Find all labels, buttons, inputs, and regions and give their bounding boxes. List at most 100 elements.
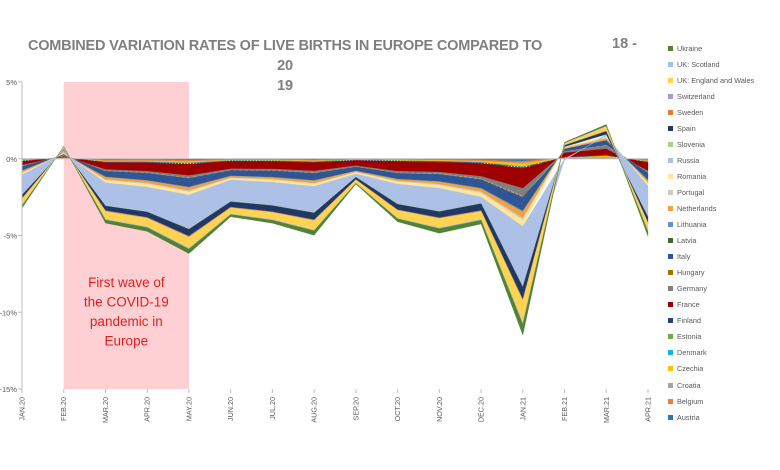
x-tick-label: JUL.20: [268, 397, 277, 420]
legend-label: UK: England and Wales: [677, 75, 755, 85]
legend-swatch: [668, 173, 673, 179]
legend-swatch: [668, 189, 673, 195]
legend-swatch: [668, 270, 673, 276]
legend-label: France: [677, 300, 700, 310]
legend-swatch: [668, 350, 673, 356]
legend-item: Slovenia: [668, 136, 778, 152]
legend-swatch: [668, 254, 673, 260]
x-tick-label: DEC.20: [477, 397, 486, 422]
legend-item: Belgium: [668, 393, 778, 409]
legend-item: UK: Scotland: [668, 56, 778, 72]
legend-label: Finland: [677, 316, 701, 326]
legend-swatch: [668, 302, 673, 308]
legend: Ukraine UK: Scotland UK: England and Wales…: [668, 40, 778, 425]
legend-swatch: [668, 77, 673, 83]
legend-label: Spain: [677, 123, 696, 133]
legend-label: Belgium: [677, 396, 704, 406]
x-tick-label: MAR.21: [602, 397, 611, 423]
legend-item: Croatia: [668, 377, 778, 393]
legend-label: Austria: [677, 412, 700, 422]
legend-item: Italy: [668, 249, 778, 265]
legend-label: Estonia: [677, 332, 702, 342]
legend-swatch: [668, 157, 673, 163]
x-tick-label: APR.21: [644, 397, 653, 422]
legend-label: Switzerland: [677, 91, 715, 101]
legend-item: Portugal: [668, 184, 778, 200]
legend-label: Hungary: [677, 268, 705, 278]
y-tick-label: -10%: [0, 308, 17, 317]
legend-item: Switzerland: [668, 88, 778, 104]
y-tick-label: 5%: [6, 78, 17, 87]
y-tick-label: -5%: [4, 232, 18, 241]
legend-label: Denmark: [677, 348, 707, 358]
legend-label: Germany: [677, 284, 708, 294]
y-tick-label: -15%: [0, 385, 17, 394]
legend-label: Russia: [677, 155, 700, 165]
axes-group: 5% 0% -5% -10% -15%JAN.20 FEB.20 MAR.20 APR.20 M…: [0, 78, 653, 423]
legend-label: Croatia: [677, 380, 701, 390]
legend-swatch: [668, 61, 673, 67]
legend-label: Ukraine: [677, 43, 703, 53]
x-tick-label: APR.20: [143, 397, 152, 422]
legend-item: Spain: [668, 120, 778, 136]
area-series-ukraine: [21, 124, 649, 336]
legend-swatch: [668, 109, 673, 115]
legend-swatch: [668, 222, 673, 228]
legend-label: Sweden: [677, 107, 704, 117]
x-tick-label: FEB.20: [59, 397, 68, 421]
legend-item: Ukraine: [668, 40, 778, 56]
legend-label: Netherlands: [677, 203, 717, 213]
legend-swatch: [668, 125, 673, 131]
legend-item: UK: England and Wales: [668, 72, 778, 88]
legend-item: Netherlands: [668, 200, 778, 216]
x-tick-label: MAY.20: [184, 397, 193, 421]
legend-label: Czechia: [677, 364, 704, 374]
legend-label: Portugal: [677, 187, 705, 197]
legend-item: Sweden: [668, 104, 778, 120]
legend-item: Denmark: [668, 345, 778, 361]
y-tick-label: 0%: [6, 155, 17, 164]
legend-item: Finland: [668, 313, 778, 329]
legend-label: UK: Scotland: [677, 59, 720, 69]
legend-item: Austria: [668, 409, 778, 425]
legend-item: Hungary: [668, 265, 778, 281]
x-tick-label: JUN.20: [226, 397, 235, 421]
x-tick-label: JAN.20: [18, 397, 27, 421]
legend-item: Latvia: [668, 233, 778, 249]
legend-swatch: [668, 238, 673, 244]
legend-item: Lithuania: [668, 217, 778, 233]
legend-swatch: [668, 318, 673, 324]
legend-label: Latvia: [677, 236, 697, 246]
chart-title: COMBINED VARIATION RATES OF LIVE BIRTHS …: [27, 38, 543, 94]
legend-item: Czechia: [668, 361, 778, 377]
x-tick-label: SEP.20: [351, 397, 360, 420]
legend-swatch: [668, 205, 673, 211]
x-tick-label: MAR.20: [101, 397, 110, 423]
legend-label: Slovenia: [677, 139, 705, 149]
legend-swatch: [668, 141, 673, 147]
x-tick-label: OCT.20: [393, 397, 402, 421]
legend-swatch: [668, 398, 673, 404]
legend-swatch: [668, 334, 673, 340]
legend-swatch: [668, 414, 673, 420]
page-number: 18 -: [612, 36, 637, 52]
legend-swatch: [668, 366, 673, 372]
x-tick-label: FEB.21: [560, 397, 569, 421]
annotation-first-wave: First wave of the COVID-19 pandemic in Euro…: [84, 275, 169, 349]
legend-label: Lithuania: [677, 220, 707, 230]
annotation-group: First wave of the COVID-19 pandemic in Euro…: [84, 275, 169, 349]
legend-item: Russia: [668, 152, 778, 168]
legend-item: Estonia: [668, 329, 778, 345]
x-tick-label: NOV.20: [435, 397, 444, 422]
legend-item: France: [668, 297, 778, 313]
legend-label: Italy: [677, 252, 691, 262]
legend-item: Germany: [668, 281, 778, 297]
legend-label: Romania: [677, 171, 707, 181]
x-tick-label: AUG.20: [310, 397, 319, 423]
area-series-group: [21, 124, 649, 336]
legend-swatch: [668, 286, 673, 292]
x-tick-label: JAN.21: [518, 397, 527, 421]
legend-item: Romania: [668, 168, 778, 184]
legend-swatch: [668, 45, 673, 51]
